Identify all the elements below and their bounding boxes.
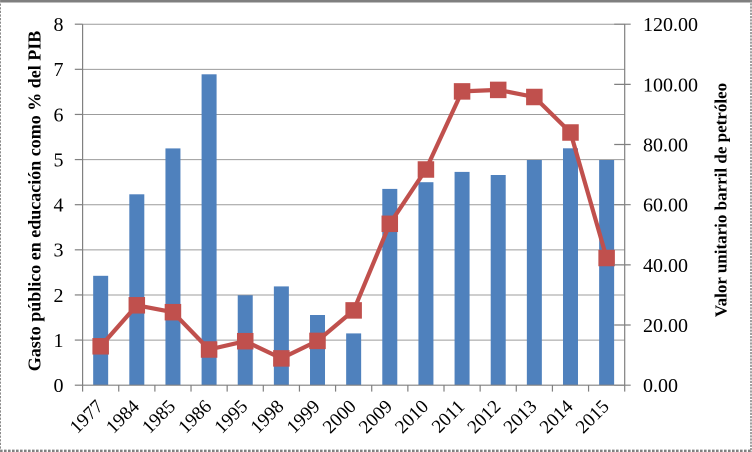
svg-text:100.00: 100.00 xyxy=(643,74,698,96)
svg-text:6: 6 xyxy=(54,104,64,126)
svg-text:7: 7 xyxy=(54,59,64,81)
svg-text:120.00: 120.00 xyxy=(643,14,698,36)
svg-text:0.00: 0.00 xyxy=(643,375,678,397)
svg-text:5: 5 xyxy=(54,149,64,171)
svg-text:1: 1 xyxy=(54,330,64,352)
svg-text:60.00: 60.00 xyxy=(643,195,688,217)
svg-text:80.00: 80.00 xyxy=(643,134,688,156)
svg-text:8: 8 xyxy=(54,14,64,36)
svg-text:Gasto público en educación com: Gasto público en educación como % del PI… xyxy=(25,31,45,372)
svg-text:Valor unitario barril de petró: Valor unitario barril de petróleo xyxy=(712,83,731,317)
svg-text:40.00: 40.00 xyxy=(643,255,688,277)
svg-text:0: 0 xyxy=(54,375,64,397)
svg-text:2: 2 xyxy=(54,285,64,307)
svg-text:4: 4 xyxy=(54,195,64,217)
svg-text:3: 3 xyxy=(54,240,64,262)
svg-text:20.00: 20.00 xyxy=(643,315,688,337)
